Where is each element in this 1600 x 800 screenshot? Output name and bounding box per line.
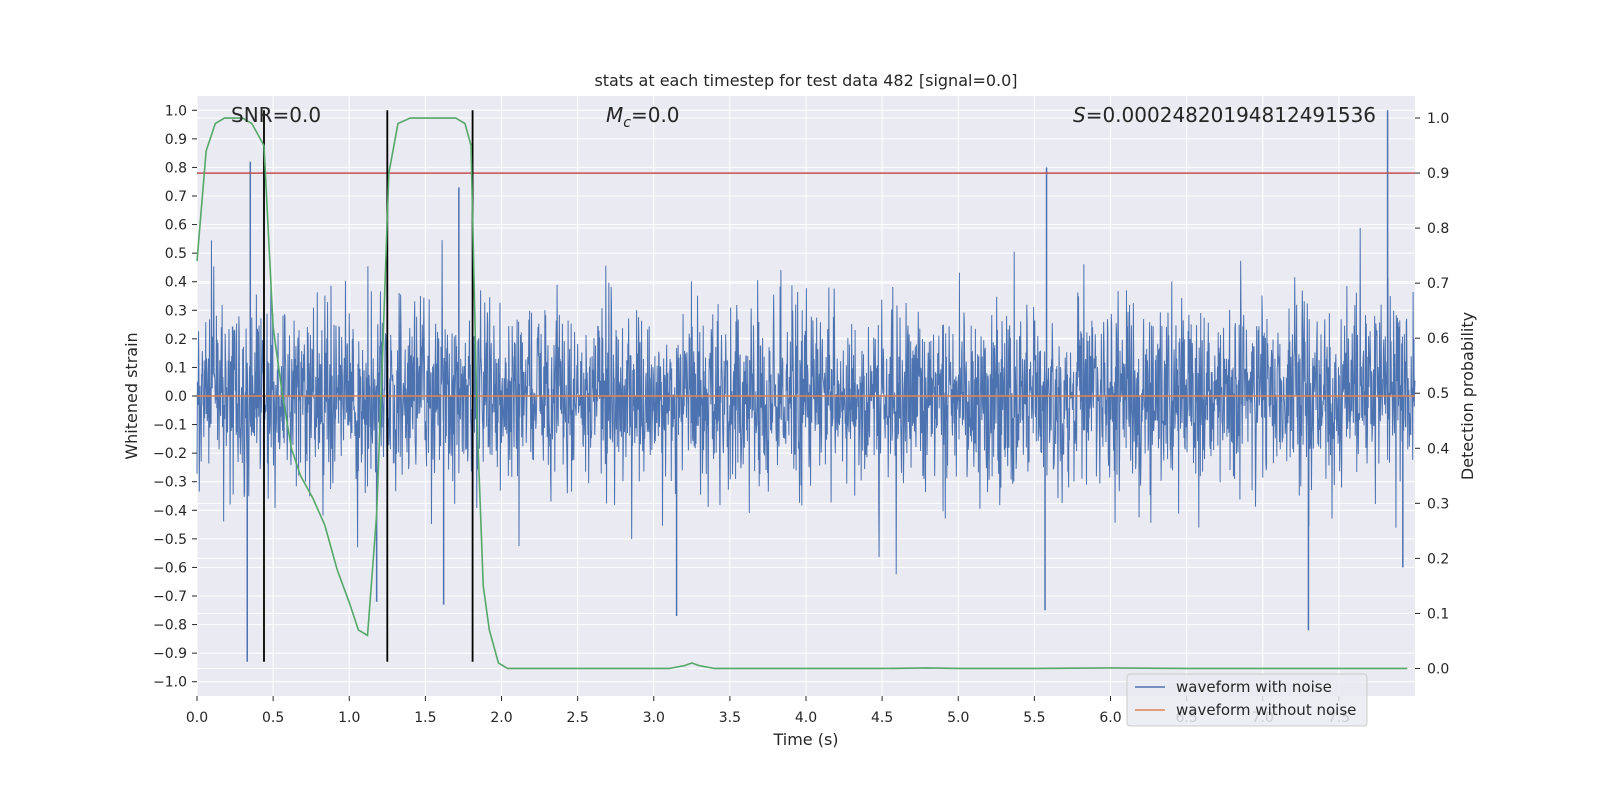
y-right-axis-ticks: 1.0 0.9 0.8 0.7 0.6 0.5 0.4 0.3 0.2 0.1 0.0	[1415, 111, 1449, 677]
y-left-tick-label: −0.6	[153, 560, 187, 576]
statistic-annotation: S=0.00024820194812491536	[1073, 103, 1376, 127]
noise-trace	[196, 227, 1416, 575]
x-tick-label: 1.5	[414, 710, 436, 726]
y-left-tick-label: 0.3	[165, 303, 187, 319]
chirp-mass-symbol: M	[606, 103, 623, 127]
y-left-tick-label: 0.7	[165, 189, 187, 205]
x-axis-label: Time (s)	[772, 730, 838, 749]
y-right-tick-label: 0.3	[1427, 496, 1449, 512]
y-right-tick-label: 0.1	[1427, 606, 1449, 622]
legend-label-clean: waveform without noise	[1176, 701, 1356, 719]
chirp-mass-annotation: Mc=0.0	[606, 103, 680, 131]
x-tick-label: 3.5	[719, 710, 741, 726]
y-right-tick-label: 0.8	[1427, 221, 1449, 237]
y-right-tick-label: 0.4	[1427, 441, 1449, 457]
x-axis-ticks: 0.00.51.01.52.02.53.03.54.04.55.05.56.06…	[186, 696, 1350, 726]
y-left-tick-label: −0.7	[153, 589, 187, 605]
statistic-symbol: S	[1073, 103, 1086, 127]
y-left-tick-label: 0.1	[165, 360, 187, 376]
y-left-tick-label: 0.9	[165, 132, 187, 148]
x-tick-label: 1.0	[338, 710, 360, 726]
y-right-tick-label: 0.0	[1427, 661, 1449, 677]
y-left-tick-label: 1.0	[165, 103, 187, 119]
y-left-tick-label: 0.6	[165, 218, 187, 234]
y-left-tick-label: −0.5	[153, 532, 187, 548]
y-right-tick-label: 0.6	[1427, 331, 1449, 347]
y-left-tick-label: 0.0	[165, 389, 187, 405]
y-right-axis-label: Detection probability	[1458, 312, 1477, 480]
y-left-tick-label: −0.4	[153, 503, 187, 519]
y-left-tick-label: −0.1	[153, 418, 187, 434]
y-left-tick-label: −0.9	[153, 646, 187, 662]
x-tick-label: 2.5	[566, 710, 588, 726]
x-tick-label: 5.0	[947, 710, 969, 726]
legend-label-noise: waveform with noise	[1176, 678, 1332, 696]
chirp-mass-value: =0.0	[631, 103, 680, 127]
y-left-axis-ticks: 1.0 0.9 0.8 0.7 0.6 0.5 0.4 0.3 0.2 0.1 0.0 −0.1 −0.…	[153, 103, 197, 691]
y-left-tick-label: 0.8	[165, 160, 187, 176]
legend-box	[1126, 673, 1368, 727]
x-tick-label: 4.0	[795, 710, 817, 726]
y-left-tick-label: 0.4	[165, 275, 187, 291]
y-left-tick-label: −0.2	[153, 446, 187, 462]
x-tick-label: 2.0	[490, 710, 512, 726]
chart-title: stats at each timestep for test data 482…	[594, 71, 1017, 90]
legend: waveform with noise waveform without noi…	[1126, 673, 1368, 727]
x-tick-label: 0.0	[186, 710, 208, 726]
statistic-value: =0.00024820194812491536	[1086, 103, 1376, 127]
y-right-tick-label: 0.7	[1427, 276, 1449, 292]
y-left-tick-label: −0.3	[153, 475, 187, 491]
y-left-tick-label: −1.0	[153, 675, 187, 691]
x-tick-label: 4.5	[871, 710, 893, 726]
x-tick-label: 0.5	[262, 710, 284, 726]
y-left-axis-label: Whitened strain	[122, 332, 141, 459]
x-tick-label: 3.0	[643, 710, 665, 726]
waveform-with-noise-series	[196, 110, 1416, 662]
y-right-tick-label: 0.9	[1427, 166, 1449, 182]
y-left-tick-label: 0.2	[165, 332, 187, 348]
y-right-tick-label: 1.0	[1427, 111, 1449, 127]
y-right-tick-label: 0.5	[1427, 386, 1449, 402]
y-right-tick-label: 0.2	[1427, 551, 1449, 567]
chirp-mass-subscript: c	[623, 115, 631, 131]
x-tick-label: 5.5	[1023, 710, 1045, 726]
y-left-tick-label: 0.5	[165, 246, 187, 262]
y-left-tick-label: −0.8	[153, 618, 187, 634]
snr-annotation: SNR=0.0	[231, 103, 321, 127]
detection-probability-line	[196, 117, 1408, 670]
x-tick-label: 6.0	[1099, 710, 1121, 726]
